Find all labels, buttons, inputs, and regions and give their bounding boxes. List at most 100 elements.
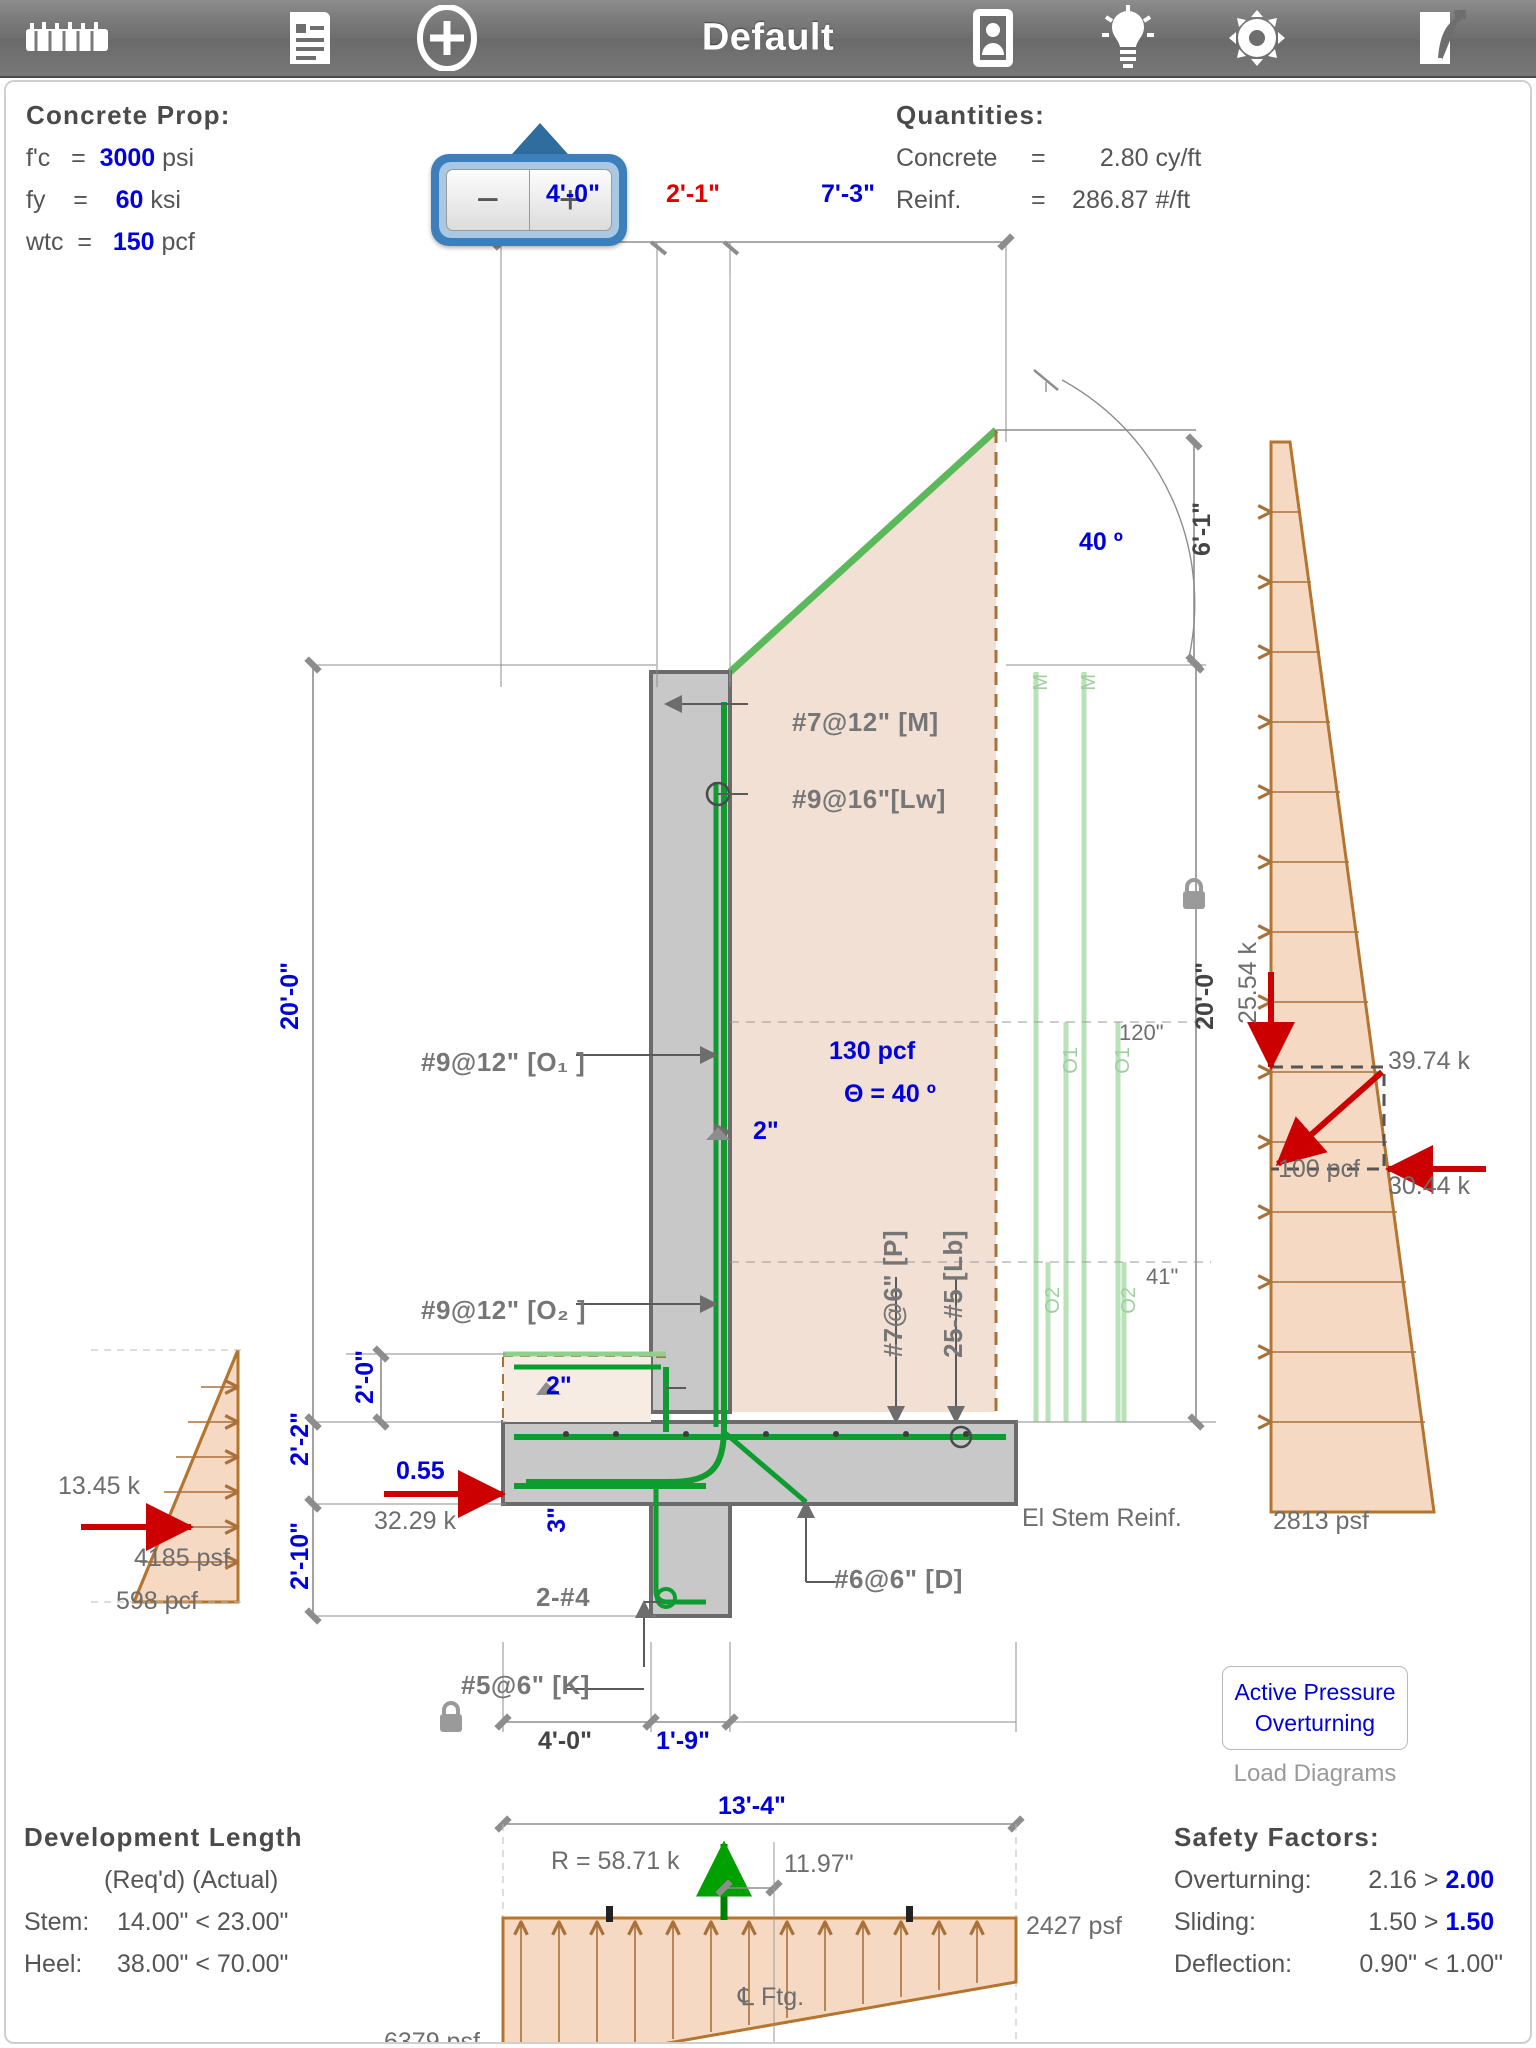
fc-label: f'c: [26, 144, 51, 172]
dim-backfill-rise[interactable]: 6'-1": [1188, 502, 1216, 556]
wall-section-icon[interactable]: [22, 16, 112, 60]
rebar-label-k[interactable]: #5@6" [K]: [461, 1670, 590, 1700]
dim-footing-thickness[interactable]: 2'-2": [286, 1412, 314, 1466]
rebar-label-lb[interactable]: 25-#5 [Lb]: [938, 1230, 968, 1358]
dim-key-width[interactable]: 1'-9": [656, 1727, 710, 1755]
rebar-label-p[interactable]: #7@6" [P]: [878, 1230, 908, 1358]
development-length-row-stem: Stem: 14.00" < 23.00": [24, 1908, 303, 1937]
qty-reinf-value: 286.87: [1072, 186, 1149, 214]
base-shear-force: 32.29 k: [374, 1507, 457, 1535]
green-mark-o1-2: O1: [1112, 1047, 1134, 1074]
lock-icon-right[interactable]: [1181, 877, 1207, 916]
safety-factors-title: Safety Factors:: [1174, 1822, 1380, 1852]
concrete-prop-row-fc: f'c = 3000 psi: [26, 144, 231, 173]
deflection-label: Deflection:: [1174, 1950, 1293, 1978]
lock-icon-bottom[interactable]: [438, 1700, 464, 1739]
rebar-label-o2[interactable]: #9@12" [O₂ ]: [421, 1295, 587, 1325]
dim-heel-thickness[interactable]: 2'-0": [351, 1350, 379, 1404]
lightbulb-icon[interactable]: [1096, 4, 1160, 72]
wtc-unit: pcf: [161, 228, 195, 256]
footing-reaction: R = 58.71 k: [551, 1847, 680, 1875]
stepper-increment-button[interactable]: +: [528, 170, 612, 230]
stepper-inner: − +: [439, 162, 619, 238]
footing-centerline-label: ℄ Ftg.: [738, 1983, 805, 2011]
load-diagram-line1: Active Pressure: [1234, 1679, 1396, 1705]
concrete-prop-row-fy: fy = 60 ksi: [26, 186, 231, 215]
fy-value[interactable]: 60: [115, 186, 144, 214]
qty-reinf-unit: #/ft: [1155, 186, 1191, 214]
load-diagram-line2: Overturning: [1254, 1710, 1376, 1736]
overturning-label: Overturning:: [1174, 1866, 1312, 1894]
drawing-canvas[interactable]: Concrete Prop: f'c = 3000 psi fy = 60 ks…: [4, 80, 1532, 2044]
el-stem-reinf-note: El Stem Reinf.: [1022, 1504, 1182, 1532]
sliding-limit[interactable]: 1.50: [1445, 1908, 1495, 1936]
qty-concrete-value: 2.80: [1099, 144, 1149, 172]
qty-concrete-label: Concrete: [896, 144, 998, 172]
deflection-limit: 1.00": [1445, 1950, 1504, 1978]
concrete-prop-row-wtc: wtc = 150 pcf: [26, 228, 231, 257]
rebar-label-d[interactable]: #6@6" [D]: [834, 1564, 963, 1594]
page-title: Default: [701, 16, 835, 59]
qty-concrete-unit: cy/ft: [1155, 144, 1202, 172]
dim-toe-top[interactable]: 7'-3": [821, 180, 875, 208]
wtc-eq: =: [77, 228, 93, 256]
pressure-right-base: 2813 psf: [1273, 1507, 1369, 1535]
rebar-label-key-bars[interactable]: 2-#4: [536, 1582, 591, 1612]
dim-slope-angle[interactable]: 40 º: [1079, 528, 1123, 556]
rebar-label-stem-main[interactable]: #7@12" [M]: [792, 707, 939, 737]
force-right-horizontal: 30.44 k: [1388, 1172, 1471, 1200]
dim-stem-len-41: 41": [1146, 1264, 1179, 1289]
heel-op: <: [195, 1950, 210, 1978]
share-icon[interactable]: [1410, 6, 1474, 70]
pressure-footing-toe: 6379 psf: [384, 2028, 480, 2044]
load-diagram-select-button[interactable]: Active Pressure Overturning: [1222, 1666, 1408, 1750]
dim-key-cover[interactable]: 3": [543, 1507, 571, 1533]
dim-stem-top[interactable]: 2'-1": [666, 180, 720, 208]
quantities-panel: Quantities: Concrete = 2.80 cy/ft Reinf.…: [896, 100, 1201, 215]
force-right-vertical: 25.54 k: [1234, 942, 1262, 1025]
pressure-left-base: 4185 psf: [134, 1544, 230, 1572]
dim-heel-cover[interactable]: 2": [546, 1372, 572, 1400]
overturning-limit[interactable]: 2.00: [1445, 1866, 1495, 1894]
dim-stem-cover-top[interactable]: 2": [753, 1117, 779, 1145]
pressure-footing-heel: 2427 psf: [1026, 1912, 1122, 1940]
soil-phi-label[interactable]: Θ = 40 º: [844, 1080, 936, 1108]
fy-label: fy: [26, 186, 46, 214]
green-mark-o2-2: O2: [1118, 1287, 1140, 1314]
concrete-prop-title: Concrete Prop:: [26, 100, 231, 130]
add-circle-icon[interactable]: [412, 3, 482, 73]
rebar-label-o1[interactable]: #9@12" [O₁ ]: [421, 1047, 586, 1077]
dim-key-depth-below[interactable]: 2'-10": [286, 1522, 314, 1590]
wall-section-drawing: [81, 233, 1486, 2042]
rebar-label-stem-lw[interactable]: #9@16"[Lw]: [792, 784, 946, 814]
dim-heel-top[interactable]: 4'-0": [546, 180, 600, 208]
left-soil-density-label: 598 pcf: [116, 1587, 199, 1615]
fc-value[interactable]: 3000: [99, 144, 156, 172]
quantities-row-concrete: Concrete = 2.80 cy/ft: [896, 144, 1201, 173]
stem-label: Stem:: [24, 1908, 90, 1936]
deflection-op: <: [1423, 1950, 1439, 1978]
overturning-op: >: [1423, 1866, 1439, 1894]
safety-factor-overturning: Overturning: 2.16 > 2.00: [1174, 1866, 1503, 1895]
heel-required: 38.00": [116, 1950, 189, 1978]
fc-unit: psi: [162, 144, 195, 172]
development-length-title: Development Length: [24, 1822, 303, 1852]
soil-density-label[interactable]: 130 pcf: [829, 1037, 916, 1065]
wtc-label: wtc: [26, 228, 64, 256]
dim-footing-width[interactable]: 13'-4": [718, 1792, 786, 1820]
report-icon[interactable]: [280, 7, 340, 69]
fy-eq: =: [73, 186, 88, 214]
contacts-icon[interactable]: [962, 5, 1024, 71]
stepper-buttons: − +: [446, 169, 612, 231]
quantities-title: Quantities:: [896, 100, 1045, 130]
force-left-passive: 13.45 k: [58, 1472, 141, 1500]
stem-required: 14.00": [116, 1908, 189, 1936]
overturning-value: 2.16: [1368, 1866, 1417, 1894]
stepper-decrement-button[interactable]: −: [476, 177, 500, 222]
wtc-value[interactable]: 150: [112, 228, 155, 256]
dim-toe-bottom[interactable]: 4'-0": [538, 1727, 592, 1755]
dimension-stepper[interactable]: − +: [431, 154, 627, 246]
dim-wall-height[interactable]: 20'-0": [276, 962, 304, 1030]
gear-icon[interactable]: [1224, 5, 1290, 71]
dim-right-wall-height[interactable]: 20'-0": [1191, 962, 1219, 1030]
